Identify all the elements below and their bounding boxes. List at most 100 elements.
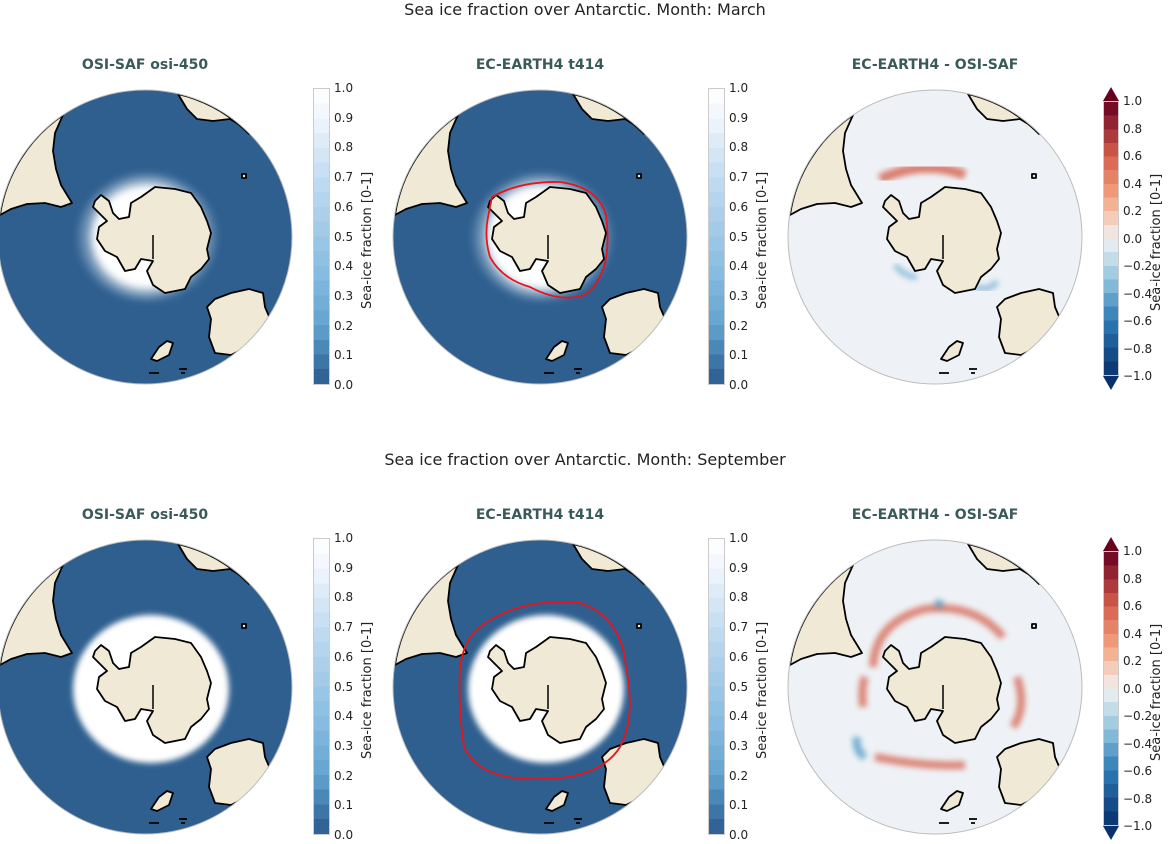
panel-title: EC-EARTH4 - OSI-SAF xyxy=(851,57,1019,73)
colorbar-tick-label: 0.4 xyxy=(729,259,749,274)
colorbar-tick-label: 0.9 xyxy=(334,560,354,575)
colorbar-tick-label: 0.4 xyxy=(334,709,354,724)
colorbar-tick-label: 0.5 xyxy=(729,679,749,694)
colorbar-tick-label: 0.0 xyxy=(729,828,749,842)
colorbar-tick-label: −0.4 xyxy=(1123,286,1153,301)
landmass-australia xyxy=(996,738,1062,806)
colorbar-tick-label: −0.6 xyxy=(1123,314,1153,328)
colorbar-label: Sea-ice fraction [0-1] xyxy=(755,171,770,309)
colorbar-tick-label: 0.7 xyxy=(729,170,749,185)
colorbar-tick-label: 0.0 xyxy=(1123,681,1143,696)
colorbar-max-extension xyxy=(1103,537,1119,551)
panel-title: EC-EARTH4 - OSI-SAF xyxy=(851,507,1019,523)
colorbar-tick-label: 0.6 xyxy=(729,649,749,664)
colorbar-tick-label: −0.4 xyxy=(1123,736,1153,751)
colorbar-gradient xyxy=(313,88,330,385)
colorbar-tick-label: 0.3 xyxy=(334,288,354,303)
colorbar-tick-label: 0.0 xyxy=(1123,231,1143,246)
landmass-new-zealand xyxy=(939,790,977,824)
colorbar-label: Sea-ice fraction [0-1] xyxy=(1149,173,1164,311)
colorbar-tick-label: 0.4 xyxy=(1123,176,1143,191)
model-ice-edge-contour xyxy=(458,601,631,780)
colorbar-tick-label: 0.2 xyxy=(1123,654,1143,668)
colorbar-label: Sea-ice fraction [0-1] xyxy=(1149,623,1164,761)
colorbar-tick-label: 0.2 xyxy=(1123,204,1143,218)
colorbar-tick-label: 0.8 xyxy=(729,140,749,155)
colorbar-label: Sea-ice fraction [0-1] xyxy=(360,171,375,309)
landmass-island-1 xyxy=(636,623,642,629)
colorbar-tick-label: 0.3 xyxy=(334,738,354,753)
colorbar-tick-label: 0.1 xyxy=(334,348,354,363)
colorbar-tick-label: 0.7 xyxy=(729,620,749,635)
colorbar-tick-label: 1.0 xyxy=(1123,94,1143,108)
panel-title: OSI-SAF osi-450 xyxy=(81,507,209,523)
colorbar-tick-label: −0.8 xyxy=(1123,791,1153,806)
polar-map xyxy=(787,89,1083,385)
landmass-antarctica xyxy=(882,636,1002,744)
colorbar-tick-label: 1.0 xyxy=(729,531,749,545)
landmass-antarctica xyxy=(487,636,607,744)
landmass-new-zealand xyxy=(544,340,582,374)
map-boundary xyxy=(0,89,293,385)
panel-title: EC-EARTH4 t414 xyxy=(475,57,605,73)
colorbar-label: Sea-ice fraction [0-1] xyxy=(360,621,375,759)
colorbar-gradient xyxy=(313,538,330,835)
colorbar-tick-label: 0.2 xyxy=(334,768,354,783)
polar-map xyxy=(0,539,293,835)
negative-anomaly xyxy=(852,599,944,761)
colorbar-tick-label: −0.8 xyxy=(1123,341,1153,356)
map-boundary xyxy=(392,539,688,835)
positive-anomaly xyxy=(877,162,967,184)
colorbar-tick-label: 0.8 xyxy=(334,140,354,155)
colorbar-gradient xyxy=(1103,101,1119,376)
colorbar-tick-label: 0.2 xyxy=(334,318,354,333)
landmass-island-1 xyxy=(241,623,247,629)
colorbar-min-extension xyxy=(1103,376,1119,390)
colorbar-gradient xyxy=(708,538,725,835)
model-ice-edge-contour xyxy=(485,181,609,299)
polar-map xyxy=(787,539,1083,835)
map-boundary xyxy=(392,89,688,385)
colorbar-tick-label: 0.6 xyxy=(1123,149,1143,163)
colorbar-tick-label: 0.8 xyxy=(1123,121,1143,136)
colorbar-tick-label: 0.9 xyxy=(334,110,354,125)
colorbar-tick-label: 1.0 xyxy=(334,81,354,95)
polar-map xyxy=(392,539,688,835)
colorbar-max-extension xyxy=(1103,87,1119,101)
colorbar-gradient xyxy=(1103,551,1119,826)
map-boundary xyxy=(0,539,293,835)
colorbar-tick-label: 0.1 xyxy=(729,798,749,813)
colorbar-tick-label: 0.6 xyxy=(1123,599,1143,613)
colorbar-tick-label: 0.4 xyxy=(1123,626,1143,641)
polar-map xyxy=(392,89,688,385)
colorbar-tick-label: 0.5 xyxy=(729,229,749,244)
landmass-new-zealand xyxy=(149,340,187,374)
landmass-antarctica xyxy=(92,636,212,744)
colorbar-tick-label: −0.2 xyxy=(1123,259,1153,273)
landmass-antarctica xyxy=(92,186,212,294)
polar-map xyxy=(0,89,293,385)
row-title: Sea ice fraction over Antarctic. Month: … xyxy=(404,0,766,19)
colorbar-tick-label: 0.8 xyxy=(334,590,354,605)
colorbar-tick-label: −1.0 xyxy=(1123,819,1153,833)
colorbar-tick-label: 0.3 xyxy=(729,288,749,303)
landmass-australia xyxy=(206,288,272,356)
landmass-island-1 xyxy=(1031,623,1037,629)
colorbar-tick-label: 0.3 xyxy=(729,738,749,753)
colorbar-tick-label: 0.0 xyxy=(334,378,354,392)
colorbar-extensions xyxy=(1103,87,1119,390)
landmass-antarctica xyxy=(882,186,1002,294)
landmass-new-zealand xyxy=(939,340,977,374)
colorbar-tick-label: 0.6 xyxy=(334,199,354,214)
colorbar-tick-label: 0.9 xyxy=(729,110,749,125)
landmass-new-zealand xyxy=(149,790,187,824)
colorbar-min-extension xyxy=(1103,826,1119,840)
colorbar-gradient xyxy=(708,88,725,385)
colorbar-tick-label: 0.5 xyxy=(334,229,354,244)
landmass-australia xyxy=(601,738,667,806)
colorbar-tick-label: −0.6 xyxy=(1123,764,1153,778)
colorbar-extensions xyxy=(1103,537,1119,840)
colorbar-tick-label: 0.7 xyxy=(334,620,354,635)
colorbar-tick-label: 0.1 xyxy=(334,798,354,813)
colorbar-tick-label: 0.2 xyxy=(729,318,749,333)
